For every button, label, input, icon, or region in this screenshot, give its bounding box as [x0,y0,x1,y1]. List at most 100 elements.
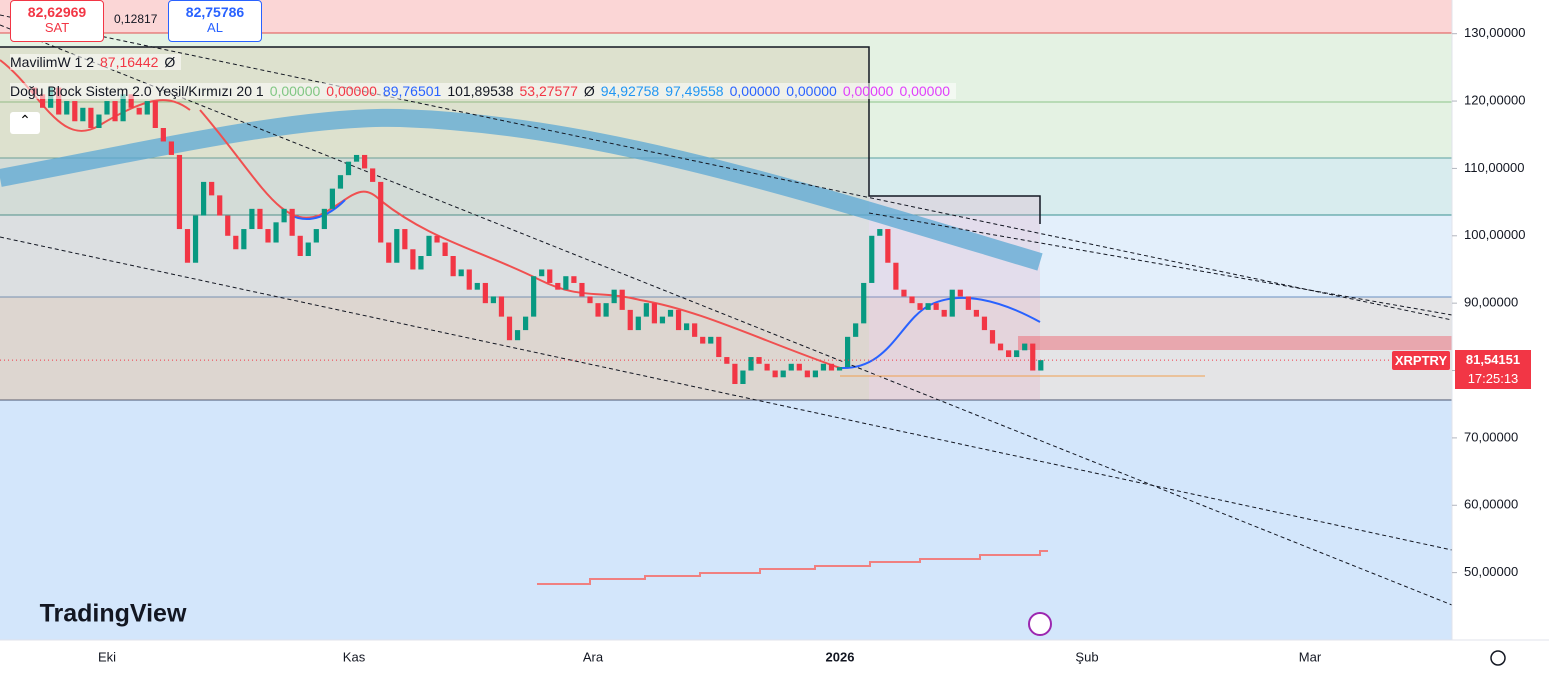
candle-body [941,309,947,317]
y-tick-label: 60,00000 [1464,497,1518,512]
candle-body [893,262,899,290]
legend-item: 0,00000 [269,83,321,99]
candle-body [965,296,971,310]
symbol-tag: XRPTRY [1392,351,1450,371]
legend-item: Ø [164,54,176,70]
candle-body [659,316,666,324]
range-outline [0,46,1041,224]
x-tick-label: 2026 [826,649,855,664]
candle-body [957,289,963,297]
candle-body [506,316,513,341]
settings-icon[interactable] [1490,650,1506,666]
candle-body [1038,360,1044,371]
zone [0,297,1452,400]
candle-body [281,208,287,223]
zone [0,400,1452,640]
resistance-box [1018,336,1452,350]
candle-body [925,303,931,310]
candle-body [772,370,778,378]
candle-body [587,296,593,304]
candle-body [1006,350,1012,358]
candle-body [337,175,344,189]
legend: MavilimW 1 2 87,16442 Ø [10,54,182,70]
alert-icon[interactable] [1028,612,1052,636]
sell-price: 82,62969 [27,4,87,20]
candle-body [973,309,979,317]
sell-label: SAT [44,20,70,35]
candle-body [104,101,110,115]
candle-body [764,363,770,371]
candle-body [909,296,915,304]
candle-body [684,323,690,331]
buy-price: 82,75786 [185,4,245,20]
price-tag: 81,54151 17:25:13 [1455,350,1531,389]
candle-body [740,370,746,384]
candle-body [619,289,625,310]
candle-body [249,208,255,230]
candle-body [627,309,633,331]
candle-body [72,101,78,122]
candle-body [192,215,199,263]
candle-body [989,330,996,344]
candle-body [458,269,464,277]
candle-body [732,363,738,384]
candle-body [845,336,851,368]
cloud-band [0,108,1043,271]
candle-body [981,316,988,331]
candle-body [442,242,448,256]
candle-body [418,256,424,270]
candle-body [394,229,400,263]
candle-body [796,363,802,371]
candle-body [362,154,368,169]
y-tick-label: 130,00000 [1464,25,1525,40]
candle-body [997,343,1004,351]
candle-body [716,336,722,358]
x-tick-label: Şub [1075,649,1098,664]
candle-body [523,316,529,331]
legend-item: 101,89538 [447,83,514,99]
sell-button[interactable]: 82,62969 SAT [10,0,104,42]
candle-body [514,330,521,341]
candle-body [804,370,810,378]
candle-body [120,94,126,122]
y-tick-label: 70,00000 [1464,429,1518,444]
candle-body [225,215,231,236]
candle-body [217,195,223,216]
candle-body [329,188,335,209]
candle-body [80,107,86,122]
candle-body [370,168,376,182]
candle-body [748,357,754,371]
candle-body [861,282,867,324]
candle-body [1014,350,1020,358]
legend-item: 89,76501 [382,83,442,99]
last-price: 81,54151 [1465,352,1521,367]
candle-body [531,276,537,317]
candle-body [321,208,327,230]
collapse-button[interactable]: ⌃ [10,112,40,134]
legend-item: Doğu Block Sistem 2.0 Yeşil/Kırmızı 20 1 [10,83,264,99]
candle-body [450,256,456,277]
legend-item: 0,00000 [786,83,837,99]
legend-item: 97,49558 [665,83,724,99]
candle-body [579,282,585,297]
buy-button[interactable]: 82,75786 AL [168,0,262,42]
candle-body [539,269,545,277]
candle-body [96,114,102,128]
candle-body [241,229,247,250]
legend-item: 0,00000 [729,83,781,99]
candle-body [209,181,215,196]
candle-body [386,242,392,263]
candle-body [877,229,883,236]
candle-body [820,363,827,371]
candle-body [812,370,818,378]
y-tick-label: 120,00000 [1464,92,1525,107]
candle-body [1022,343,1028,351]
candle-body [901,289,907,297]
candle-body [756,357,762,364]
spread: 0,12817 [114,12,158,26]
candle-body [40,94,46,108]
candle-body [949,289,955,317]
candle-body [724,357,730,364]
candle-body [176,154,183,230]
